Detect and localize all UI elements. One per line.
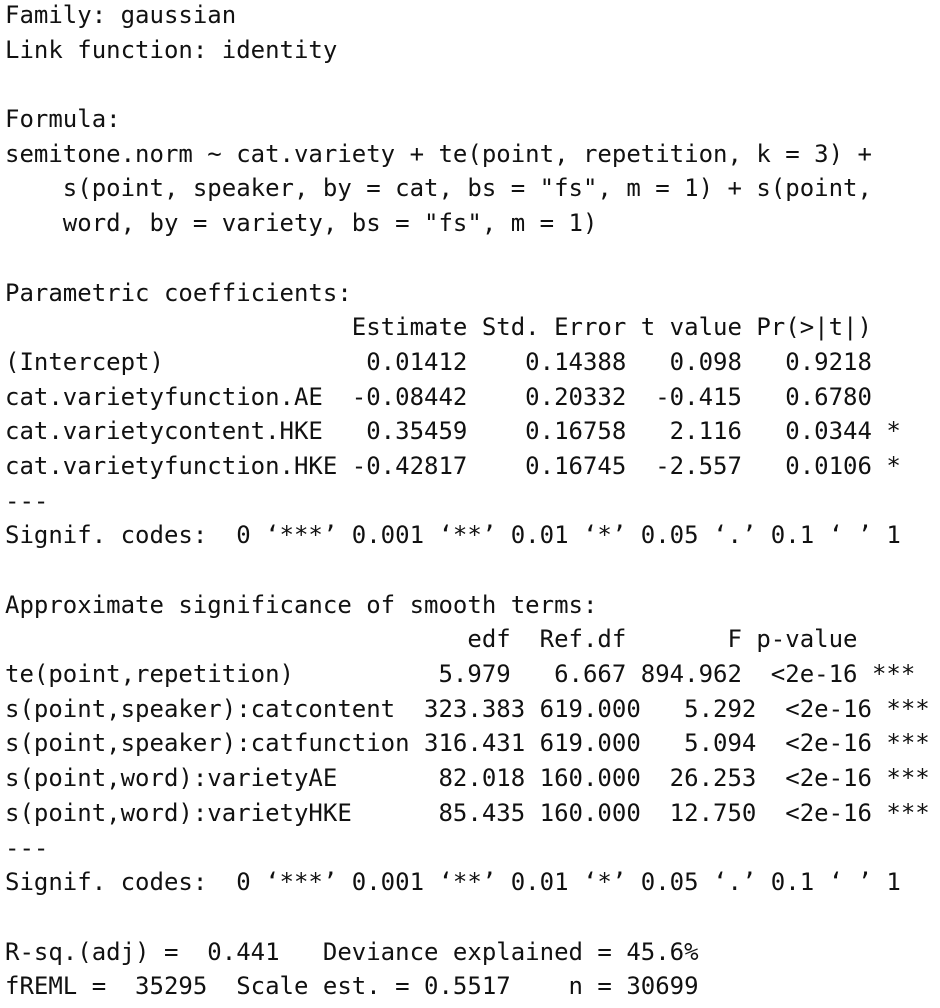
formula-line: word, by = variety, bs = "fs", m = 1) bbox=[5, 209, 598, 238]
separator-line: --- bbox=[5, 833, 49, 862]
model-summary-output: Family: gaussian Link function: identity… bbox=[5, 0, 935, 1004]
smooth-terms-heading: Approximate significance of smooth terms… bbox=[5, 590, 598, 619]
formula-line: s(point, speaker, by = cat, bs = "fs", m… bbox=[5, 174, 872, 203]
smooth-table-row: s(point,speaker):catfunction 316.431 619… bbox=[5, 729, 930, 758]
blank-line bbox=[5, 241, 935, 276]
blank-line bbox=[5, 900, 935, 935]
smooth-table-header: edf Ref.df F p-value bbox=[5, 625, 858, 654]
parametric-coefficients-heading: Parametric coefficients: bbox=[5, 278, 352, 307]
blank-line bbox=[5, 67, 935, 102]
parametric-table-header: Estimate Std. Error t value Pr(>|t|) bbox=[5, 313, 872, 342]
parametric-table-row: cat.varietyfunction.AE -0.08442 0.20332 … bbox=[5, 382, 872, 411]
r-squared-deviance-line: R-sq.(adj) = 0.441 Deviance explained = … bbox=[5, 937, 699, 966]
blank-line bbox=[5, 553, 935, 588]
freml-scale-n-line: fREML = 35295 Scale est. = 0.5517 n = 30… bbox=[5, 972, 699, 1001]
smooth-table-row: s(point,speaker):catcontent 323.383 619.… bbox=[5, 694, 930, 723]
smooth-table-row: s(point,word):varietyAE 82.018 160.000 2… bbox=[5, 764, 930, 793]
formula-heading: Formula: bbox=[5, 105, 121, 134]
smooth-table-row: s(point,word):varietyHKE 85.435 160.000 … bbox=[5, 798, 930, 827]
smooth-table-row: te(point,repetition) 5.979 6.667 894.962… bbox=[5, 660, 916, 689]
formula-line: semitone.norm ~ cat.variety + te(point, … bbox=[5, 139, 872, 168]
family-line: Family: gaussian bbox=[5, 1, 237, 29]
parametric-table-row: cat.varietycontent.HKE 0.35459 0.16758 2… bbox=[5, 417, 901, 446]
parametric-table-row: (Intercept) 0.01412 0.14388 0.098 0.9218 bbox=[5, 347, 872, 376]
signif-codes-line: Signif. codes: 0 ‘***’ 0.001 ‘**’ 0.01 ‘… bbox=[5, 868, 901, 897]
link-function-line: Link function: identity bbox=[5, 35, 338, 64]
signif-codes-line: Signif. codes: 0 ‘***’ 0.001 ‘**’ 0.01 ‘… bbox=[5, 521, 901, 550]
parametric-table-row: cat.varietyfunction.HKE -0.42817 0.16745… bbox=[5, 451, 901, 480]
separator-line: --- bbox=[5, 486, 49, 515]
